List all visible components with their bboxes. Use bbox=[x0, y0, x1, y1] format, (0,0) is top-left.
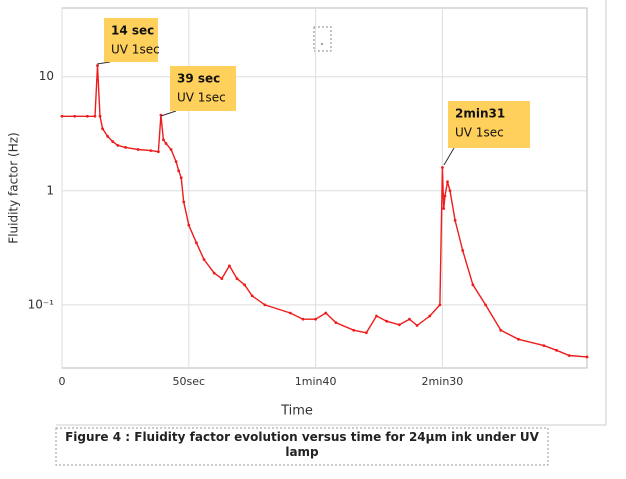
data-point bbox=[567, 354, 571, 357]
annotation-arrow bbox=[443, 147, 455, 166]
data-point bbox=[227, 264, 231, 268]
data-point bbox=[324, 311, 328, 315]
data-point bbox=[542, 344, 546, 348]
data-point bbox=[220, 277, 224, 281]
data-point bbox=[484, 303, 487, 307]
data-point bbox=[60, 114, 64, 118]
data-point bbox=[124, 146, 127, 149]
annotation-text: UV 1sec bbox=[177, 91, 226, 105]
data-point bbox=[93, 114, 97, 118]
caption-wrap: Figure 4 : Fluidity factor evolution ver… bbox=[65, 430, 539, 459]
data-point bbox=[101, 127, 104, 131]
data-point bbox=[156, 150, 160, 154]
data-point bbox=[288, 311, 292, 315]
dot bbox=[321, 43, 323, 45]
data-point bbox=[443, 194, 447, 198]
data-point bbox=[106, 134, 110, 138]
data-point bbox=[182, 200, 186, 204]
caption-box bbox=[55, 427, 549, 466]
x-tick-label: 0 bbox=[59, 375, 66, 388]
data-point bbox=[314, 317, 318, 321]
annotation-title: 14 sec bbox=[111, 24, 154, 38]
y-axis-label: Fluidity factor (Hz) bbox=[7, 132, 21, 243]
data-point bbox=[149, 149, 153, 153]
caption: Figure 4 : Fluidity factor evolution ver… bbox=[65, 430, 539, 459]
data-point bbox=[212, 271, 216, 275]
annotation-text: UV 1sec bbox=[111, 43, 160, 57]
selection-box bbox=[313, 26, 332, 52]
data-point bbox=[441, 166, 444, 169]
annotation-box bbox=[448, 101, 530, 148]
data-point bbox=[453, 219, 457, 222]
data-point bbox=[195, 241, 198, 245]
data-point bbox=[334, 321, 338, 324]
data-point bbox=[111, 140, 115, 143]
data-point bbox=[169, 148, 173, 151]
data-point bbox=[428, 314, 432, 318]
data-point bbox=[585, 355, 589, 359]
data-point bbox=[177, 169, 181, 173]
data-point bbox=[136, 148, 140, 151]
data-point bbox=[448, 189, 452, 193]
data-point bbox=[235, 277, 239, 281]
data-point bbox=[415, 324, 419, 327]
y-tick-label: 10⁻¹ bbox=[28, 297, 55, 311]
data-point bbox=[301, 317, 305, 321]
annotation-arrow bbox=[160, 110, 177, 117]
annotation-box bbox=[104, 18, 158, 62]
y-tick-label: 10 bbox=[39, 69, 54, 83]
data-point bbox=[461, 249, 465, 252]
data-point bbox=[179, 176, 183, 180]
data-point bbox=[517, 337, 520, 341]
data-point bbox=[243, 283, 247, 287]
annotation-title: 39 sec bbox=[177, 72, 220, 86]
annotation-arrow bbox=[96, 61, 111, 65]
data-point bbox=[73, 114, 77, 118]
data-point bbox=[164, 142, 168, 145]
data-point bbox=[116, 143, 120, 147]
x-tick-label: 1min40 bbox=[295, 375, 337, 388]
data-point bbox=[187, 223, 191, 227]
data-point bbox=[438, 303, 442, 307]
data-point bbox=[162, 138, 165, 142]
data-point bbox=[250, 294, 254, 298]
annotation-text: UV 1sec bbox=[455, 126, 504, 140]
data-point bbox=[352, 328, 356, 332]
data-point bbox=[174, 160, 178, 164]
x-tick-label: 50sec bbox=[173, 375, 206, 388]
x-tick-label: 2min30 bbox=[422, 375, 464, 388]
data-point bbox=[397, 323, 401, 327]
data-point bbox=[446, 180, 449, 184]
data-point bbox=[98, 114, 102, 118]
data-point bbox=[408, 317, 411, 321]
x-axis-label: Time bbox=[280, 404, 313, 419]
data-point bbox=[202, 258, 206, 261]
data-point bbox=[442, 207, 446, 210]
data-point bbox=[85, 114, 89, 118]
annotation-box bbox=[170, 66, 236, 111]
data-point bbox=[364, 331, 368, 335]
data-point bbox=[385, 319, 389, 323]
data-point bbox=[263, 303, 267, 307]
data-point bbox=[471, 283, 475, 287]
data-point bbox=[375, 314, 378, 318]
y-tick-label: 1 bbox=[46, 183, 54, 197]
data-point bbox=[555, 348, 558, 352]
data-point bbox=[96, 64, 99, 68]
data-point bbox=[499, 328, 503, 332]
annotation-title: 2min31 bbox=[455, 107, 505, 121]
